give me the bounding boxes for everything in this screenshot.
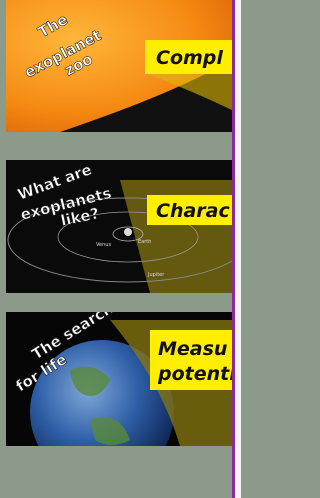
page: Compl The exoplanet zoo Venus Earth Jupi…	[0, 0, 241, 498]
banner-text: potenti	[157, 363, 236, 385]
planet-dot	[143, 117, 153, 127]
planet-label: Venus	[96, 242, 111, 248]
banner-text: Measu	[158, 338, 227, 360]
panel-exoplanet-zoo[interactable]: Compl The exoplanet zoo	[6, 0, 235, 132]
scroll-divider	[232, 0, 235, 498]
banner-text: Compl	[156, 47, 223, 69]
banner-text: Charac	[156, 200, 230, 222]
star	[124, 228, 132, 236]
planet-label: Jupiter	[147, 272, 165, 278]
edge-strip	[235, 0, 241, 498]
planet-label: Earth	[138, 239, 151, 245]
panel-exoplanets-like[interactable]: Venus Earth Jupiter Charac What are exop…	[6, 160, 241, 293]
screen: Compl The exoplanet zoo Venus Earth Jupi…	[0, 0, 241, 498]
